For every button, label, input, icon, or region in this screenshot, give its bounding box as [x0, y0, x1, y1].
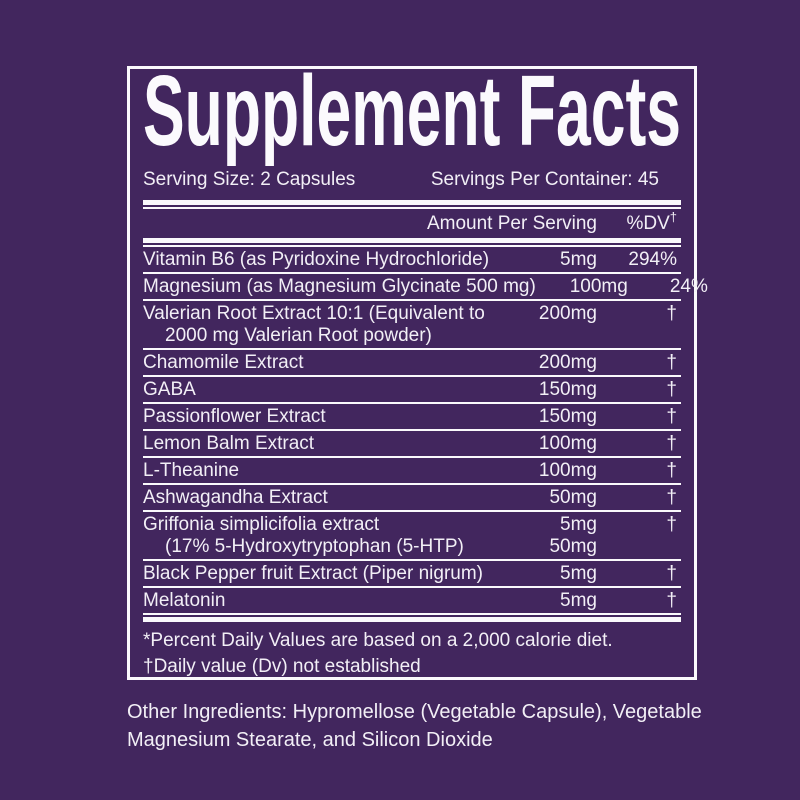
ingredient-name: Ashwagandha Extract	[143, 487, 328, 508]
ingredient-amount: 5mg	[560, 563, 597, 584]
supplement-facts-title-text: Supplement Facts	[143, 71, 681, 167]
serving-size-label: Serving Size: 2 Capsules	[143, 169, 356, 190]
ingredient-dv: †	[666, 379, 677, 400]
servings-per-container-label: Servings Per Container: 45	[430, 169, 659, 190]
ingredient-row: Melatonin 5mg †	[143, 588, 681, 613]
heavy-rule-header	[143, 238, 681, 247]
ingredient-amount-line2: 50mg	[549, 536, 597, 557]
ingredient-name: Valerian Root Extract 10:1 (Equivalent t…	[143, 303, 485, 324]
ingredient-dv: 24%	[669, 276, 708, 297]
ingredient-dv: †	[666, 563, 677, 584]
table-header-row: Amount Per Serving %DV†	[143, 209, 681, 238]
ingredient-name: Black Pepper fruit Extract (Piper nigrum…	[143, 563, 484, 584]
ingredient-row: Vitamin B6 (as Pyridoxine Hydrochloride)…	[143, 247, 681, 274]
ingredient-amount: 50mg	[549, 487, 597, 508]
ingredient-amount: 200mg	[538, 303, 597, 324]
supplement-facts-panel: Supplement Facts Serving Size: 2 Capsule…	[127, 66, 708, 680]
ingredient-amount: 150mg	[538, 379, 597, 400]
ingredient-row: Black Pepper fruit Extract (Piper nigrum…	[143, 561, 681, 588]
supplement-facts-title: Supplement Facts	[143, 71, 681, 167]
dagger-icon: †	[669, 209, 677, 225]
ingredient-dv: †	[666, 514, 677, 535]
ingredient-amount: 100mg	[538, 460, 597, 481]
ingredient-name: Passionflower Extract	[143, 406, 326, 427]
heavy-rule-footnotes	[143, 613, 681, 622]
ingredient-amount-line2	[505, 325, 597, 347]
footnote-percent-dv: *Percent Daily Values are based on a 2,0…	[143, 630, 613, 651]
ingredient-rows: Vitamin B6 (as Pyridoxine Hydrochloride)…	[143, 247, 708, 613]
ingredient-name: Vitamin B6 (as Pyridoxine Hydrochloride)	[143, 249, 490, 270]
column-header-amount: Amount Per Serving	[426, 213, 597, 234]
ingredient-name-line2: (17% 5-Hydroxytryptophan (5-HTP)	[165, 536, 464, 557]
ingredient-amount: 5mg	[560, 249, 597, 270]
ingredient-amount: 200mg	[538, 352, 597, 373]
ingredient-amount: 5mg	[560, 590, 597, 611]
ingredient-dv: †	[666, 352, 677, 373]
ingredient-dv-line2	[597, 536, 681, 558]
ingredient-dv: †	[666, 460, 677, 481]
footnotes: *Percent Daily Values are based on a 2,0…	[143, 622, 681, 680]
ingredient-dv: †	[666, 433, 677, 454]
ingredient-name: Melatonin	[143, 590, 226, 611]
ingredient-row: Passionflower Extract 150mg †	[143, 404, 681, 431]
footnote-daily-value: †Daily value (Dv) not established	[143, 656, 421, 677]
ingredient-name: L-Theanine	[143, 460, 240, 481]
ingredient-dv: †	[666, 303, 677, 324]
ingredient-row: L-Theanine 100mg †	[143, 458, 681, 485]
ingredient-row: Chamomile Extract 200mg †	[143, 350, 681, 377]
ingredient-dv: †	[666, 590, 677, 611]
ingredient-name: Lemon Balm Extract	[143, 433, 315, 454]
ingredient-name-line2: 2000 mg Valerian Root powder)	[165, 325, 432, 346]
ingredient-name: GABA	[143, 379, 196, 400]
ingredient-dv-line2	[597, 325, 681, 347]
ingredient-row: Lemon Balm Extract 100mg †	[143, 431, 681, 458]
ingredient-amount: 150mg	[538, 406, 597, 427]
ingredient-amount: 5mg	[560, 514, 597, 535]
ingredient-amount: 100mg	[538, 433, 597, 454]
ingredient-row: Valerian Root Extract 10:1 (Equivalent t…	[143, 301, 681, 350]
heavy-rule-top	[143, 200, 681, 209]
ingredient-name: Magnesium (as Magnesium Glycinate 500 mg…	[143, 276, 536, 297]
column-header-dv: %DV†	[597, 209, 681, 235]
column-header-dv-text: %DV	[626, 213, 670, 234]
ingredient-dv: †	[666, 487, 677, 508]
ingredient-name: Chamomile Extract	[143, 352, 304, 373]
ingredient-row: Magnesium (as Magnesium Glycinate 500 mg…	[143, 274, 708, 301]
ingredient-amount: 100mg	[569, 276, 628, 297]
ingredient-name: Griffonia simplicifolia extract	[143, 514, 380, 535]
ingredient-dv: 294%	[628, 249, 677, 270]
ingredient-dv: †	[666, 406, 677, 427]
serving-info-row: Serving Size: 2 Capsules Servings Per Co…	[143, 167, 681, 200]
ingredient-row: Ashwagandha Extract 50mg †	[143, 485, 681, 512]
ingredient-row: GABA 150mg †	[143, 377, 681, 404]
other-ingredients-text: Other Ingredients: Hypromellose (Vegetab…	[127, 701, 702, 751]
ingredient-row: Griffonia simplicifolia extract 5mg † (1…	[143, 512, 681, 561]
